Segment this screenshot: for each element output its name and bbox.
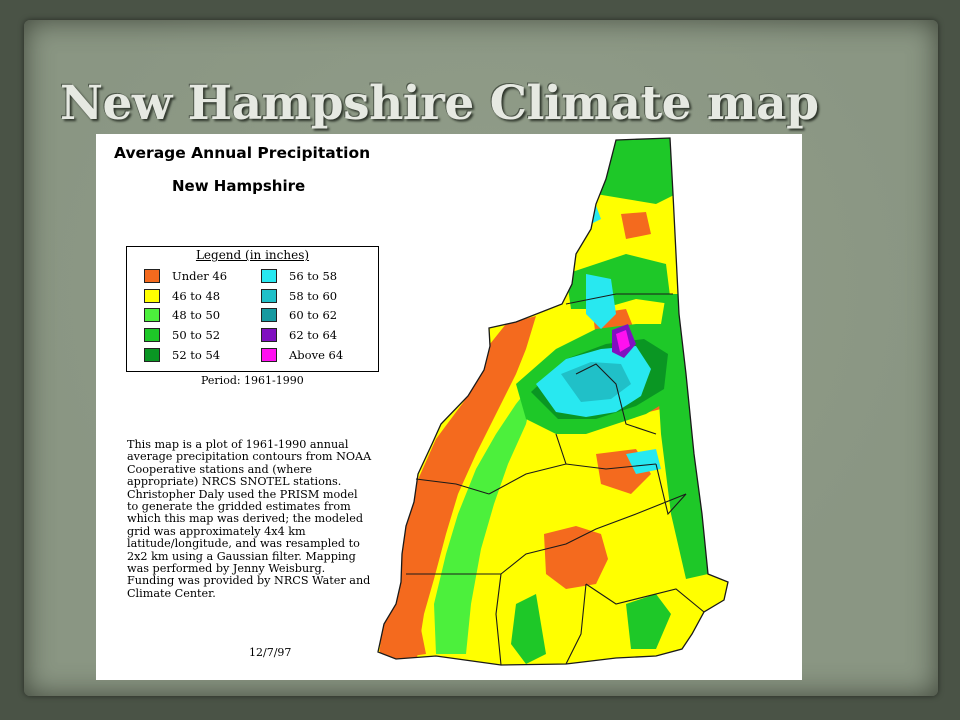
legend-item: 48 to 50 [144,306,220,323]
legend-item: 52 to 54 [144,346,220,363]
legend-item: 60 to 62 [261,306,337,323]
slide-title: New Hampshire Climate map [60,76,819,131]
legend-label: 60 to 62 [289,307,338,322]
map-subtitle: New Hampshire [172,177,306,195]
legend-label: 58 to 60 [289,288,338,303]
legend-swatch [144,288,160,303]
map-description: This map is a plot of 1961-1990 annual a… [127,438,372,600]
map-legend: Legend (in inches) Under 46 46 to 48 48 … [126,246,379,372]
legend-swatch [261,307,277,322]
legend-swatch [144,327,160,342]
legend-swatch [261,288,277,303]
legend-item: 46 to 48 [144,287,220,304]
map-panel: Average Annual Precipitation New Hampshi… [96,134,802,680]
legend-swatch [261,347,277,362]
legend-label: Under 46 [172,268,228,283]
map-title: Average Annual Precipitation [114,144,371,162]
legend-swatch [261,268,277,283]
legend-item: Above 64 [261,346,343,363]
legend-label: Above 64 [289,347,344,362]
legend-swatch [144,307,160,322]
legend-label: 46 to 48 [172,288,221,303]
legend-title: Legend (in inches) [195,248,310,262]
period-label: Period: 1961-1990 [201,374,304,387]
legend-item: 50 to 52 [144,326,220,343]
state-precipitation-map [377,137,729,666]
legend-label: 62 to 64 [289,327,338,342]
legend-item: 56 to 58 [261,267,337,284]
legend-label: 52 to 54 [172,347,221,362]
map-date: 12/7/97 [249,646,292,659]
legend-label: 56 to 58 [289,268,338,283]
legend-label: 48 to 50 [172,307,221,322]
legend-swatch [144,347,160,362]
legend-item: 58 to 60 [261,287,337,304]
legend-swatch [261,327,277,342]
legend-label: 50 to 52 [172,327,221,342]
legend-item: Under 46 [144,267,227,284]
legend-swatch [144,268,160,283]
legend-item: 62 to 64 [261,326,337,343]
